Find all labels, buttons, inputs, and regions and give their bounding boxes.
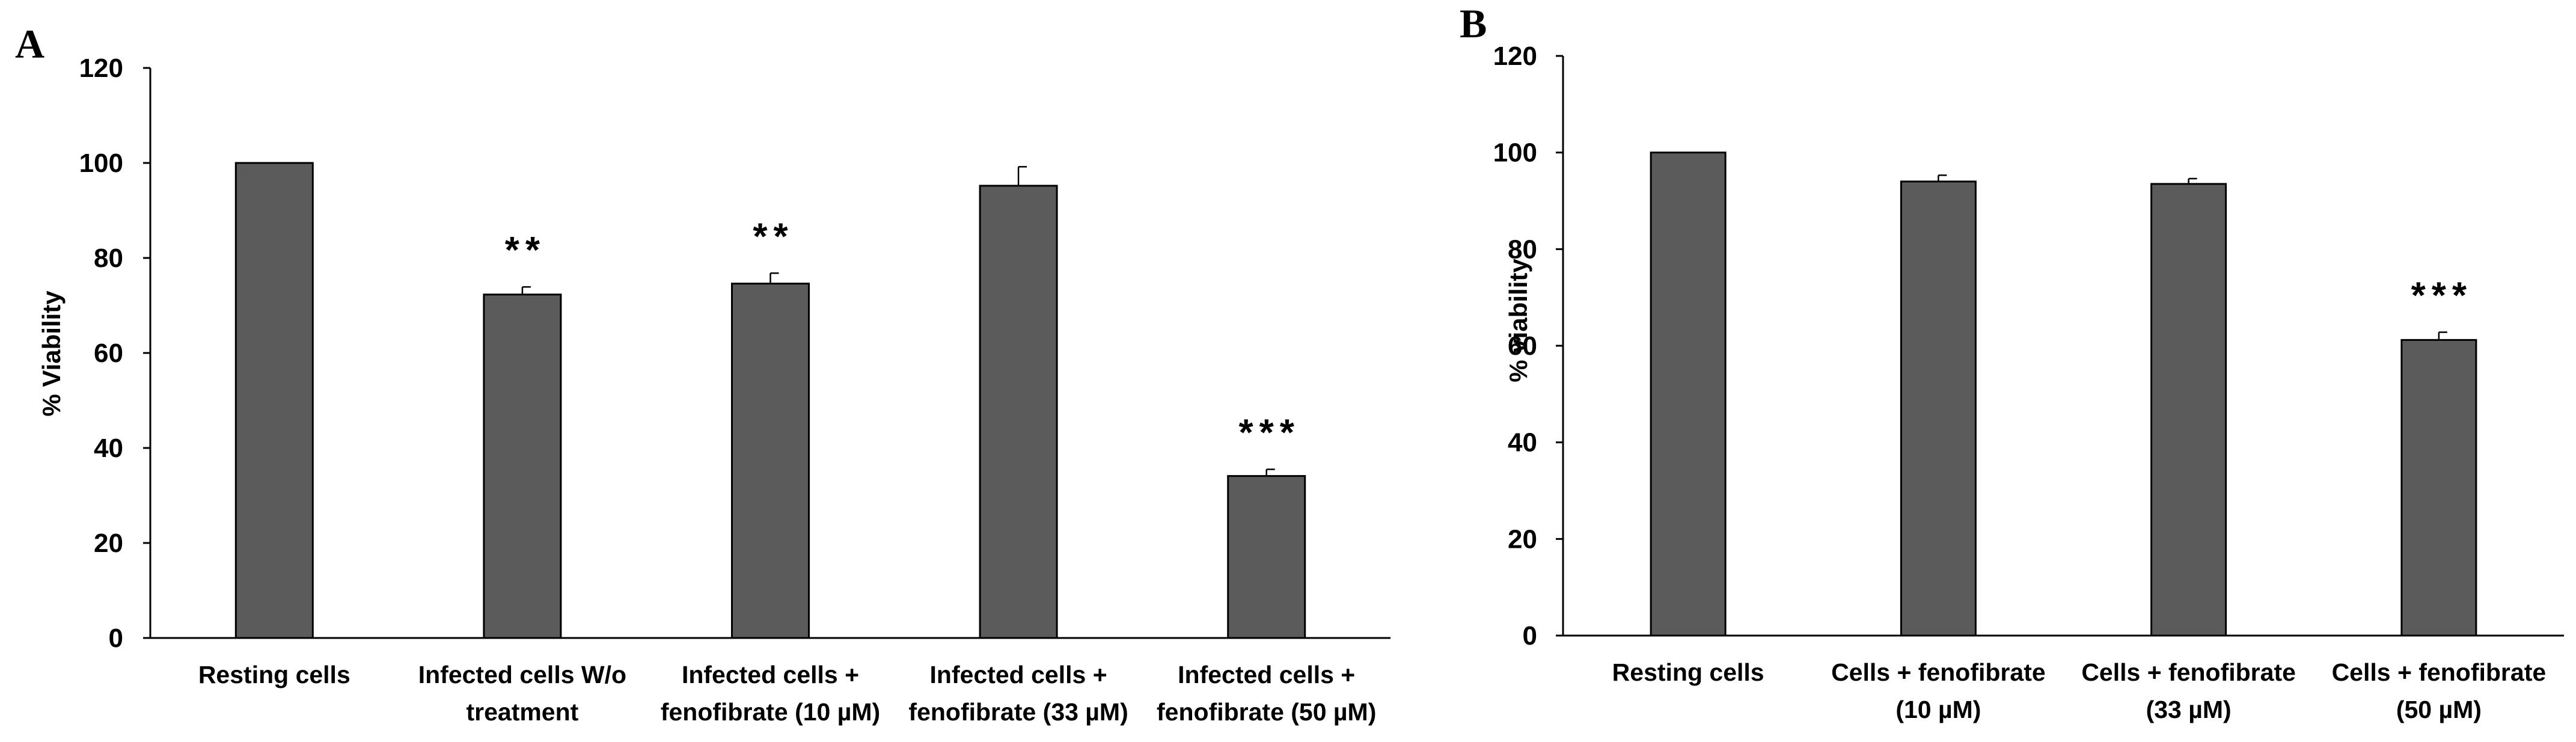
panel-a-category-label: Infected cells W/o treatment [418, 661, 626, 726]
panel-a-category-label: Infected cells + fenofibrate (33 µM) [908, 661, 1128, 726]
panel-b-y-tick-label: 40 [1508, 428, 1537, 458]
panel-a-y-tick-label: 60 [94, 339, 123, 368]
panel-a-bar [234, 162, 314, 639]
panel-b-bar [2150, 183, 2227, 637]
panel-b-category-label-line: Cells + fenofibrate [2081, 658, 2296, 686]
panel-a-category-label-line: Resting cells [198, 661, 350, 688]
panel-b-bar [2400, 339, 2477, 637]
panel-b-category-label-line: Cells + fenofibrate [2332, 658, 2547, 686]
panel-b-bar [1650, 152, 1727, 637]
panel-b-y-axis-label: % viability [1504, 259, 1532, 382]
panel-a-bar [483, 293, 562, 639]
panel-a-category-label: Infected cells + fenofibrate (10 µM) [661, 661, 880, 726]
panel-a-significance-mark: ** [753, 216, 794, 257]
panel-b-category-label: Cells + fenofibrate (50 µM) [2332, 658, 2547, 723]
panel-b-category-label: Cells + fenofibrate (10 µM) [1831, 658, 2046, 723]
panel-a-category-label-line: Infected cells + [930, 661, 1107, 688]
panel-a-category-labels: Resting cells Infected cells W/o treatment… [198, 661, 1377, 726]
panel-a-significance-mark: *** [1239, 412, 1300, 454]
panel-b-category-label: Cells + fenofibrate (33 µM) [2081, 658, 2296, 723]
panel-a-y-tick-label: 80 [94, 244, 123, 273]
panel-a-y-tick-label: 100 [79, 149, 123, 178]
panel-b-significance-mark: *** [2411, 275, 2473, 317]
panel-a-letter: A [15, 21, 44, 67]
panel-b-y-tick-label: 0 [1523, 621, 1537, 651]
panel-a-bars [234, 162, 1306, 639]
panel-b-y-tick-label: 20 [1508, 524, 1537, 554]
panel-b-category-label-line: (10 µM) [1895, 696, 1981, 723]
panel-a-bar [1227, 475, 1306, 639]
panel-b-bar [1900, 180, 1977, 637]
panel-b-y-tick-label: 60 [1508, 331, 1537, 361]
panel-a-error-bars [521, 166, 1275, 476]
panel-a-y-tick-label: 40 [94, 434, 123, 463]
panel-a-y-tick-label: 20 [94, 529, 123, 558]
panel-b-category-label-line: (50 µM) [2396, 696, 2482, 723]
panel-a-category-label-line: Infected cells W/o [418, 661, 626, 688]
panel-a-y-axis-label: % Viability [37, 290, 66, 417]
panel-a-category-label-line: fenofibrate (50 µM) [1157, 698, 1376, 726]
panel-b-letter: B [1460, 1, 1487, 46]
panel-b-category-label-line: Resting cells [1612, 658, 1764, 686]
panel-a-category-label-line: Infected cells + [682, 661, 859, 688]
panel-b-category-label: Resting cells [1612, 658, 1764, 686]
panel-a-category-label-line: fenofibrate (33 µM) [908, 698, 1128, 726]
panel-a-y-tick-label: 120 [79, 54, 123, 83]
panel-a-category-label: Resting cells [198, 661, 350, 688]
panel-b-category-label-line: Cells + fenofibrate [1831, 658, 2046, 686]
panel-b-y-tick-label: 120 [1493, 41, 1537, 71]
panel-a-category-label: Infected cells + fenofibrate (50 µM) [1157, 661, 1376, 726]
panel-a-bar [731, 283, 810, 639]
panel-b-category-label-line: (33 µM) [2146, 696, 2232, 723]
panel-b-chart: B % viability 0 20 40 60 80 100 120 *** Restin… [1460, 1, 2564, 723]
panel-a-category-label-line: fenofibrate (10 µM) [661, 698, 880, 726]
panel-b-y-ticks: 0 20 40 60 80 100 120 [1493, 41, 1563, 651]
panel-b-significance-marks: *** [2411, 275, 2473, 317]
panel-a-y-tick-label: 0 [109, 624, 123, 653]
panel-b-bars [1650, 152, 2477, 637]
panel-a-y-ticks: 0 20 40 60 80 100 120 [79, 54, 150, 653]
panel-b-y-tick-label: 100 [1493, 138, 1537, 168]
panel-b-category-labels: Resting cells Cells + fenofibrate (10 µM)C… [1612, 658, 2547, 723]
panel-b-error-bars [1938, 174, 2447, 340]
panel-a-significance-mark: ** [505, 230, 546, 271]
panel-a-category-label-line: Infected cells + [1178, 661, 1355, 688]
panel-a-bar [979, 185, 1058, 639]
panel-a-category-label-line: treatment [466, 698, 578, 726]
panel-a-significance-marks: ** ***** [505, 216, 1300, 454]
panel-b-y-tick-label: 80 [1508, 235, 1537, 264]
